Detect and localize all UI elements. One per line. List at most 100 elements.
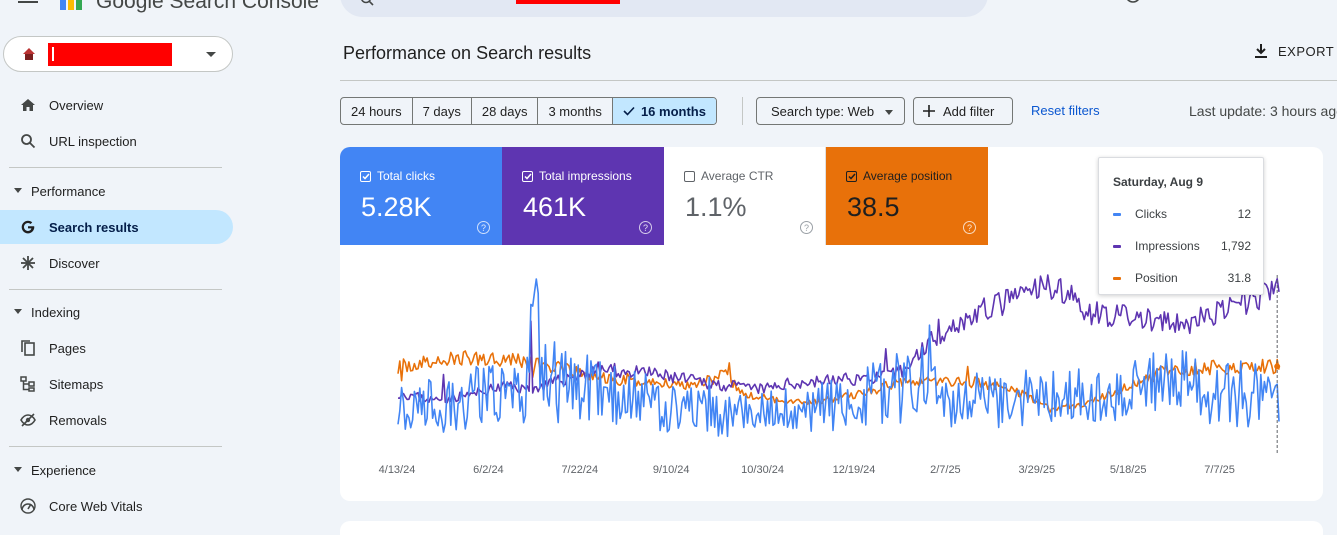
sidebar-item-label: Core Web Vitals bbox=[49, 498, 143, 514]
tooltip-row-position: Position 31.8 bbox=[1113, 271, 1251, 287]
tooltip-date: Saturday, Aug 9 bbox=[1113, 175, 1204, 189]
section-label: Experience bbox=[31, 462, 97, 478]
sidebar-divider bbox=[9, 446, 222, 447]
metric-value: 1.1% bbox=[685, 192, 747, 222]
checkbox-checked-icon[interactable] bbox=[360, 170, 371, 182]
search-type-label: Search type: Web bbox=[771, 103, 875, 119]
menu-icon[interactable] bbox=[18, 0, 38, 4]
page-title: Performance on Search results bbox=[343, 43, 592, 63]
x-tick-label: 9/10/24 bbox=[653, 464, 690, 476]
range-28-days[interactable]: 28 days bbox=[472, 98, 539, 124]
help-icon[interactable] bbox=[1124, 0, 1142, 8]
metric-label: Average position bbox=[863, 169, 953, 183]
series-line-clicks bbox=[397, 278, 1280, 438]
hover-point-position bbox=[1274, 363, 1281, 370]
checkbox-checked-icon[interactable] bbox=[846, 170, 857, 182]
metric-total-impressions[interactable]: Total impressions 461K ? bbox=[502, 147, 664, 245]
sidebar-section-performance[interactable]: Performance bbox=[0, 179, 233, 203]
eye-off-icon bbox=[20, 413, 36, 427]
tooltip-series-value: 31.8 bbox=[1227, 271, 1251, 285]
add-filter-button[interactable]: Add filter bbox=[913, 97, 1013, 125]
help-circle-icon[interactable]: ? bbox=[963, 221, 976, 234]
export-button[interactable]: EXPORT bbox=[1254, 43, 1334, 59]
check-icon bbox=[623, 106, 635, 116]
sidebar-item-sitemaps[interactable]: Sitemaps bbox=[0, 367, 233, 401]
chevron-down-icon bbox=[885, 110, 893, 115]
sidebar-item-label: Sitemaps bbox=[49, 376, 104, 392]
metric-average-position[interactable]: Average position 38.5 ? bbox=[826, 147, 988, 245]
sidebar-section-indexing[interactable]: Indexing bbox=[0, 300, 233, 324]
notifications-icon[interactable] bbox=[1212, 0, 1228, 8]
metric-label: Total impressions bbox=[539, 169, 632, 183]
apps-icon[interactable] bbox=[1278, 0, 1294, 8]
checkbox-unchecked-icon[interactable] bbox=[684, 170, 695, 182]
range-label: 16 months bbox=[640, 103, 706, 119]
range-7-days[interactable]: 7 days bbox=[413, 98, 472, 124]
tooltip-series-name: Clicks bbox=[1135, 207, 1167, 221]
sidebar-item-removals[interactable]: Removals bbox=[0, 403, 233, 437]
metric-label: Average CTR bbox=[701, 169, 774, 183]
account-avatar-icon[interactable] bbox=[1318, 0, 1336, 8]
header-divider bbox=[340, 80, 1337, 81]
checkbox-checked-icon[interactable] bbox=[522, 170, 533, 182]
sidebar-item-discover[interactable]: Discover bbox=[0, 246, 233, 280]
help-circle-icon[interactable]: ? bbox=[800, 221, 813, 234]
x-tick-label: 7/22/24 bbox=[561, 464, 598, 476]
tooltip-series-value: 12 bbox=[1237, 207, 1251, 221]
sidebar-item-label: Overview bbox=[49, 97, 104, 113]
metric-total-clicks[interactable]: Total clicks 5.28K ? bbox=[340, 147, 502, 245]
google-g-icon bbox=[21, 220, 35, 234]
pages-icon bbox=[21, 340, 35, 356]
help-circle-icon[interactable]: ? bbox=[639, 221, 652, 234]
sidebar-item-overview[interactable]: Overview bbox=[0, 88, 233, 122]
search-inspect-input[interactable] bbox=[340, 0, 988, 17]
performance-chart-card: Total clicks 5.28K ? Total impressions 4… bbox=[340, 147, 1323, 501]
reset-filters-link[interactable]: Reset filters bbox=[1031, 103, 1100, 118]
series-dash-position bbox=[1113, 277, 1121, 280]
range-24-hours[interactable]: 24 hours bbox=[341, 98, 413, 124]
sidebar-item-pages[interactable]: Pages bbox=[0, 331, 233, 365]
section-label: Performance bbox=[31, 183, 106, 199]
x-tick-label: 6/2/24 bbox=[473, 464, 504, 476]
sidebar-item-url-inspection[interactable]: URL inspection bbox=[0, 124, 233, 158]
x-tick-label: 10/30/24 bbox=[741, 464, 784, 476]
metric-label: Total clicks bbox=[377, 169, 436, 183]
range-16-months[interactable]: 16 months bbox=[612, 98, 716, 124]
chart-tooltip: Saturday, Aug 9 Clicks 12 Impressions 1,… bbox=[1098, 157, 1264, 295]
sidebar-divider bbox=[9, 167, 222, 168]
property-selector[interactable] bbox=[3, 36, 233, 72]
sidebar-item-search-results[interactable]: Search results bbox=[0, 210, 233, 244]
sidebar-item-label: URL inspection bbox=[49, 133, 137, 149]
sidebar-item-label: Search results bbox=[49, 219, 139, 235]
series-dash-impressions bbox=[1113, 245, 1121, 248]
top-bar: Google Search Console bbox=[0, 0, 1337, 22]
help-circle-icon[interactable]: ? bbox=[477, 221, 490, 234]
users-icon[interactable] bbox=[1168, 0, 1188, 8]
metric-label-row: Average position bbox=[846, 169, 952, 183]
metric-label-row: Average CTR bbox=[684, 169, 773, 183]
section-label: Indexing bbox=[31, 304, 81, 320]
x-tick-label: 4/13/24 bbox=[379, 464, 416, 476]
search-icon bbox=[21, 134, 36, 149]
sidebar-item-core-web-vitals[interactable]: Core Web Vitals bbox=[0, 489, 233, 523]
sidebar-item-label: Discover bbox=[49, 255, 100, 271]
redacted-url bbox=[516, 0, 620, 4]
search-type-dropdown[interactable]: Search type: Web bbox=[756, 97, 905, 125]
home-icon bbox=[21, 99, 35, 111]
sidebar-item-label: Removals bbox=[49, 412, 107, 428]
range-3-months[interactable]: 3 months bbox=[538, 98, 613, 124]
download-icon bbox=[1255, 44, 1267, 58]
tooltip-series-name: Position bbox=[1135, 271, 1178, 285]
metric-average-ctr[interactable]: Average CTR 1.1% ? bbox=[664, 147, 826, 245]
last-update-text: Last update: 3 hours ago bbox=[1189, 103, 1337, 119]
sidebar-item-label: Pages bbox=[49, 340, 86, 356]
toolbar-separator bbox=[742, 97, 743, 125]
chevron-down-icon bbox=[206, 52, 216, 57]
metric-value: 461K bbox=[523, 192, 587, 222]
tooltip-row-impressions: Impressions 1,792 bbox=[1113, 239, 1251, 255]
tooltip-series-name: Impressions bbox=[1135, 239, 1200, 253]
x-tick-label: 5/18/25 bbox=[1110, 464, 1147, 476]
sidebar-section-experience[interactable]: Experience bbox=[0, 458, 233, 482]
performance-line-chart[interactable]: 4/13/24 6/2/24 7/22/24 9/10/24 10/30/24 12/19… bbox=[340, 245, 1323, 501]
metric-label-row: Total impressions bbox=[522, 169, 632, 183]
